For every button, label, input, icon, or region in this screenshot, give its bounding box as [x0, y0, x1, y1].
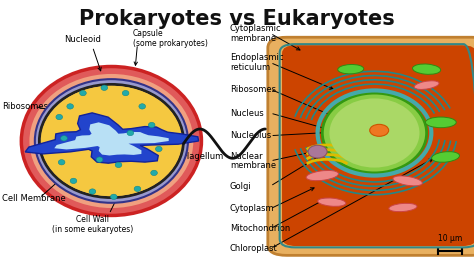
Ellipse shape — [151, 170, 157, 176]
Ellipse shape — [432, 152, 459, 162]
Ellipse shape — [393, 176, 422, 186]
Ellipse shape — [56, 114, 63, 120]
Ellipse shape — [61, 136, 67, 141]
Ellipse shape — [134, 186, 141, 192]
Ellipse shape — [122, 90, 129, 96]
Ellipse shape — [29, 74, 193, 208]
Ellipse shape — [322, 93, 427, 173]
Text: Flagellum: Flagellum — [182, 152, 224, 161]
Text: Ribosomes: Ribosomes — [2, 102, 48, 111]
Text: Cell Membrane: Cell Membrane — [2, 194, 66, 203]
Ellipse shape — [318, 198, 346, 206]
Ellipse shape — [89, 189, 96, 194]
Ellipse shape — [139, 104, 146, 109]
Ellipse shape — [101, 85, 108, 90]
Ellipse shape — [39, 84, 183, 198]
Polygon shape — [55, 122, 169, 156]
Ellipse shape — [35, 79, 188, 203]
Polygon shape — [25, 113, 199, 163]
Text: Endoplasmic
reticulum: Endoplasmic reticulum — [230, 53, 283, 72]
Ellipse shape — [148, 122, 155, 128]
Ellipse shape — [127, 130, 134, 136]
Text: Cytoplasm: Cytoplasm — [230, 204, 274, 213]
Text: Nucleus: Nucleus — [230, 109, 264, 118]
Text: Cytoplasmic
membrane: Cytoplasmic membrane — [230, 24, 282, 43]
Ellipse shape — [41, 86, 182, 196]
Text: Nuclear
membrane: Nuclear membrane — [230, 152, 276, 170]
Text: Cell Wall
(in some eukaryotes): Cell Wall (in some eukaryotes) — [52, 215, 133, 234]
Text: Prokaryotes vs Eukaryotes: Prokaryotes vs Eukaryotes — [79, 9, 395, 29]
Ellipse shape — [308, 145, 327, 158]
Ellipse shape — [67, 104, 73, 109]
Ellipse shape — [370, 124, 389, 136]
Ellipse shape — [306, 171, 338, 181]
Text: Capsule
(some prokaryotes): Capsule (some prokaryotes) — [133, 29, 208, 48]
Ellipse shape — [389, 203, 417, 212]
Ellipse shape — [412, 64, 441, 74]
Text: Nucleoid: Nucleoid — [64, 35, 101, 44]
Ellipse shape — [426, 117, 456, 128]
Text: Golgi: Golgi — [230, 182, 252, 191]
Text: Nucleolus: Nucleolus — [230, 131, 271, 140]
Text: Ribosomes: Ribosomes — [230, 85, 276, 94]
FancyBboxPatch shape — [268, 37, 474, 255]
Text: 10 μm: 10 μm — [438, 234, 463, 243]
Ellipse shape — [96, 157, 103, 162]
Ellipse shape — [21, 66, 201, 215]
Text: Mitochondrion: Mitochondrion — [230, 224, 290, 233]
Ellipse shape — [58, 160, 65, 165]
Ellipse shape — [414, 81, 439, 89]
Ellipse shape — [80, 90, 86, 96]
Ellipse shape — [155, 146, 162, 152]
Ellipse shape — [115, 162, 122, 168]
FancyBboxPatch shape — [282, 45, 474, 246]
Text: Chloroplast: Chloroplast — [230, 244, 278, 253]
Ellipse shape — [110, 194, 117, 200]
Ellipse shape — [329, 98, 419, 168]
Ellipse shape — [338, 64, 364, 74]
Ellipse shape — [70, 178, 77, 184]
